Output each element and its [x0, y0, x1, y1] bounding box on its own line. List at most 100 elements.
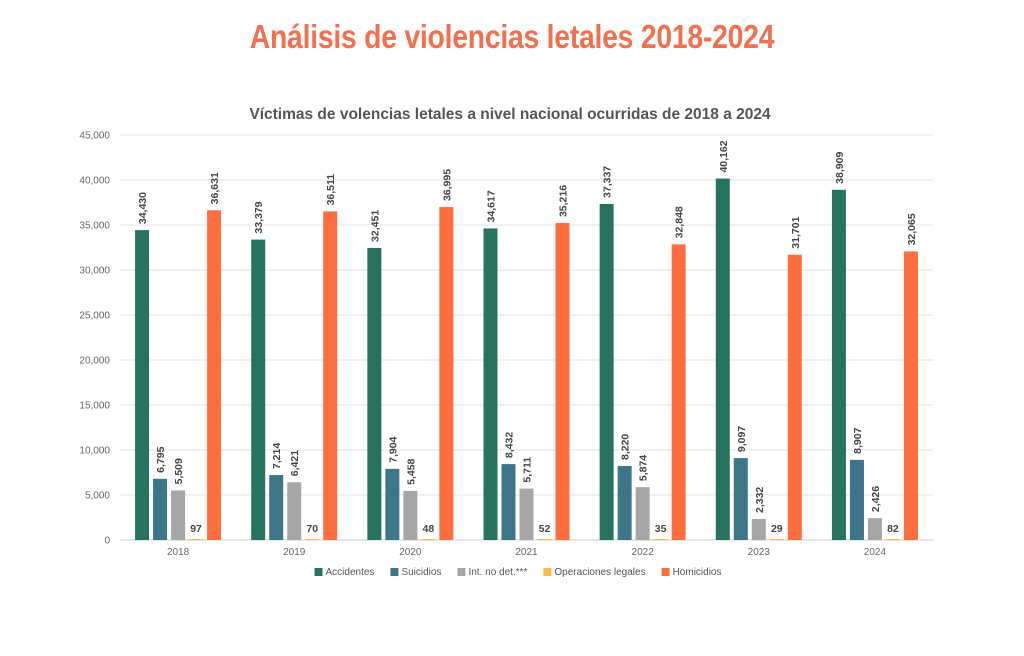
- legend: Accidentes Suicidios Int. no det.*** Operac…: [314, 567, 722, 578]
- y-tick-label: 0: [104, 536, 110, 547]
- bar-int-no-det-2023: [751, 519, 766, 540]
- bar-int-no-det-2019: [287, 482, 302, 540]
- data-label: 31,701: [790, 216, 802, 248]
- bar-operaciones-legales-2024: [885, 539, 900, 540]
- data-labels: 34,430 6,795 5,509 97 36,631 33,379 7,214 6,421…: [137, 140, 918, 535]
- data-label: 52: [539, 523, 551, 535]
- bar-homicidios-2019: [323, 211, 338, 540]
- legend-label: Accidentes: [326, 567, 375, 578]
- legend-item: Homicidios: [661, 567, 722, 578]
- data-label: 5,458: [405, 458, 417, 484]
- bar-homicidios-2018: [207, 210, 222, 541]
- legend-swatch: [314, 568, 323, 576]
- data-label: 35,216: [558, 185, 570, 217]
- bar-suicidios-2020: [385, 468, 400, 540]
- data-label: 8,220: [620, 434, 632, 460]
- legend-label: Int. no det.***: [468, 567, 527, 578]
- data-label: 36,995: [441, 169, 453, 201]
- data-label: 36,631: [209, 172, 221, 204]
- data-label: 48: [423, 523, 435, 535]
- x-tick-label: 2020: [399, 547, 422, 558]
- y-tick-label: 10,000: [79, 446, 110, 457]
- y-tick-label: 25,000: [79, 311, 110, 322]
- data-label: 2,426: [870, 486, 882, 512]
- bar-suicidios-2023: [733, 458, 748, 540]
- data-label: 6,795: [155, 446, 167, 472]
- x-tick-label: 2022: [632, 547, 655, 558]
- data-label: 7,904: [387, 436, 399, 462]
- y-axis-tick-labels: 0 5,000 10,000 15,000 20,000 25,000 30,000 35,0…: [79, 131, 110, 547]
- data-label: 29: [771, 523, 783, 535]
- bar-accidentes-2024: [831, 189, 846, 540]
- data-label: 6,421: [289, 450, 301, 476]
- chart-title: Víctimas de volencias letales a nivel na…: [249, 106, 771, 123]
- legend-swatch: [661, 568, 670, 576]
- bar-homicidios-2024: [903, 251, 918, 541]
- bar-int-no-det-2018: [171, 490, 186, 540]
- data-label: 40,162: [718, 140, 730, 172]
- data-label: 32,848: [674, 206, 686, 238]
- data-label: 97: [190, 523, 202, 535]
- x-axis-tick-labels: 2018 2019 2020 2021 2022 2023 2024: [167, 547, 887, 558]
- bar-suicidios-2022: [617, 466, 632, 540]
- bar-homicidios-2022: [671, 244, 686, 541]
- data-label: 2,332: [754, 487, 766, 513]
- data-label: 35: [655, 523, 667, 535]
- data-label: 70: [306, 523, 318, 535]
- x-tick-label: 2018: [167, 547, 190, 558]
- bar-suicidios-2024: [849, 459, 864, 540]
- data-label: 5,874: [638, 455, 650, 481]
- legend-label: Operaciones legales: [554, 567, 645, 578]
- bar-accidentes-2023: [715, 178, 730, 541]
- data-label: 8,432: [504, 432, 516, 458]
- bar-int-no-det-2021: [519, 488, 534, 540]
- data-label: 34,617: [486, 190, 498, 222]
- y-tick-label: 15,000: [79, 401, 110, 412]
- bar-operaciones-legales-2020: [421, 539, 436, 540]
- bar-suicidios-2019: [269, 475, 284, 540]
- data-label: 37,337: [602, 166, 614, 198]
- legend-swatch: [543, 568, 552, 576]
- legend-item: Accidentes: [314, 567, 375, 578]
- data-label: 5,509: [173, 458, 185, 484]
- data-label: 36,511: [325, 174, 337, 206]
- data-label: 38,909: [834, 152, 846, 184]
- data-label: 7,214: [271, 443, 283, 469]
- legend-item: Operaciones legales: [543, 567, 646, 578]
- bar-accidentes-2019: [251, 239, 266, 541]
- y-tick-label: 40,000: [79, 176, 110, 187]
- data-label: 8,907: [852, 427, 864, 453]
- x-tick-label: 2019: [283, 547, 306, 558]
- data-label: 5,711: [522, 457, 534, 483]
- bar-accidentes-2018: [135, 230, 150, 540]
- bar-operaciones-legales-2019: [305, 539, 320, 540]
- bar-operaciones-legales-2018: [189, 539, 204, 540]
- legend-label: Suicidios: [401, 567, 441, 578]
- bar-homicidios-2023: [787, 254, 802, 541]
- bar-int-no-det-2020: [403, 490, 418, 540]
- legend-swatch: [390, 568, 399, 576]
- bar-accidentes-2020: [367, 247, 382, 541]
- legend-swatch: [457, 568, 466, 576]
- bar-accidentes-2021: [483, 228, 498, 540]
- bar-suicidios-2018: [153, 478, 168, 540]
- x-tick-label: 2023: [748, 547, 771, 558]
- bar-int-no-det-2024: [867, 518, 882, 540]
- bar-operaciones-legales-2022: [653, 539, 668, 540]
- bar-int-no-det-2022: [635, 487, 650, 540]
- y-tick-label: 30,000: [79, 266, 110, 277]
- data-label: 9,097: [736, 426, 748, 452]
- legend-item: Int. no det.***: [457, 567, 528, 578]
- bars: [135, 178, 918, 541]
- page-title: Análisis de violencias letales 2018-2024: [249, 18, 775, 55]
- bar-operaciones-legales-2023: [769, 539, 784, 540]
- bar-accidentes-2022: [599, 203, 614, 541]
- bar-operaciones-legales-2021: [537, 539, 552, 540]
- data-label: 32,065: [906, 213, 918, 245]
- data-label: 32,451: [369, 210, 381, 242]
- bar-homicidios-2020: [439, 207, 454, 541]
- bar-homicidios-2021: [555, 223, 570, 540]
- x-tick-label: 2021: [515, 547, 538, 558]
- legend-label: Homicidios: [673, 567, 722, 578]
